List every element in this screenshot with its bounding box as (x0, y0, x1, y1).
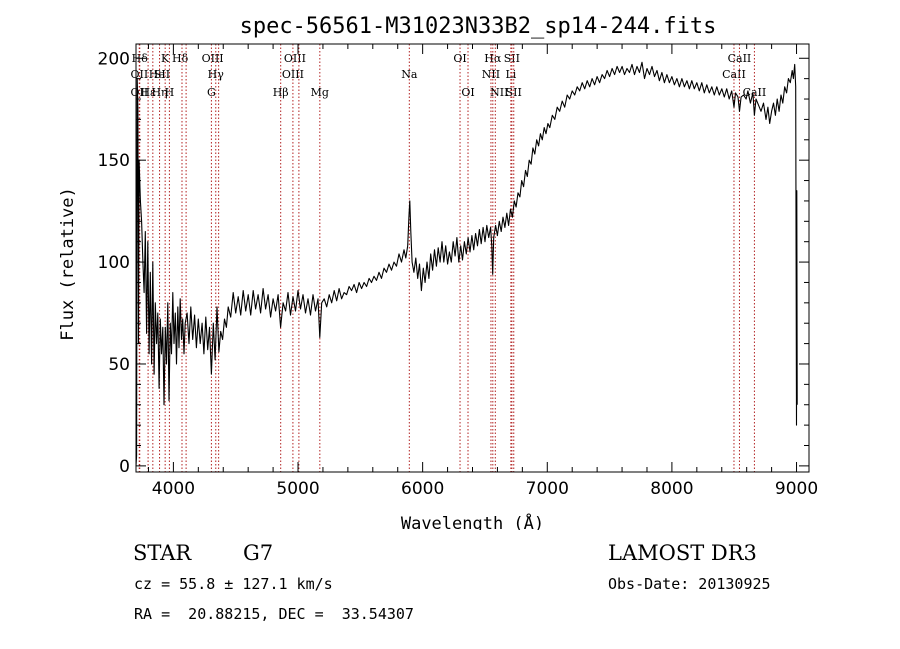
line-marker-label: Hδ (172, 52, 189, 65)
line-marker-label: He (149, 68, 165, 81)
line-marker-label: OI (453, 52, 466, 65)
line-marker-label: CaII (728, 52, 752, 65)
plot-frame (135, 43, 810, 473)
y-tick-label: 150 (98, 151, 130, 171)
object-subclass: G7 (243, 541, 274, 565)
line-marker-label: NII (490, 86, 508, 99)
redshift-value: cz = 55.8 ± 127.1 km/s (134, 575, 333, 593)
line-marker-label: OI (461, 86, 474, 99)
chart-title: spec-56561-M31023N33B2_sp14-244.fits (240, 14, 717, 39)
line-marker-label: OIII (202, 52, 224, 65)
y-tick-label: 100 (98, 253, 130, 273)
spectrum-chart: spec-56561-M31023N33B2_sp14-244.fits Hδ OI… (58, 14, 818, 530)
x-axis-label: Wavelength (Å) (401, 512, 544, 530)
observation-date: Obs-Date: 20130925 (608, 575, 771, 593)
spectrum-line (135, 61, 798, 466)
line-marker-label: Hε (140, 86, 156, 99)
x-tick-label: 5000 (276, 479, 319, 499)
x-tick-label: 7000 (526, 479, 569, 499)
y-tick-label: 0 (119, 457, 130, 477)
line-marker-label: OIII (284, 52, 306, 65)
line-marker-label: CaII (722, 68, 746, 81)
x-tick-label: 8000 (650, 479, 693, 499)
line-marker-label: OIII (282, 68, 304, 81)
line-marker-label: NII (482, 68, 500, 81)
coordinates: RA = 20.88215, DEC = 33.54307 (134, 605, 414, 623)
line-marker-label: OII (131, 86, 149, 99)
line-marker-label: Hβ (273, 86, 289, 99)
line-marker-label: Li (505, 68, 516, 81)
line-marker-label: K (161, 52, 170, 65)
y-tick-label: 200 (98, 49, 130, 69)
object-type: STAR (133, 541, 192, 565)
y-tick-label: 50 (108, 355, 130, 375)
line-marker-label: Hγ (208, 68, 225, 81)
line-marker-label: SII (154, 68, 170, 81)
line-marker-label: G (207, 86, 216, 99)
x-tick-label: 4000 (152, 479, 195, 499)
x-tick-label: 6000 (401, 479, 444, 499)
line-marker-label: Hα (484, 52, 502, 65)
line-marker-label: Na (401, 68, 418, 81)
line-marker-label: OII (131, 68, 149, 81)
line-marker-label: Mg (311, 86, 329, 99)
y-axis-label: Flux (relative) (58, 187, 78, 341)
line-marker-label: SII (506, 86, 522, 99)
line-marker-label: SII (504, 52, 520, 65)
line-marker-label: Hη (151, 86, 167, 99)
survey-name: LAMOST DR3 (608, 541, 757, 565)
x-tick-label: 9000 (775, 479, 818, 499)
line-marker-label: H (165, 86, 175, 99)
